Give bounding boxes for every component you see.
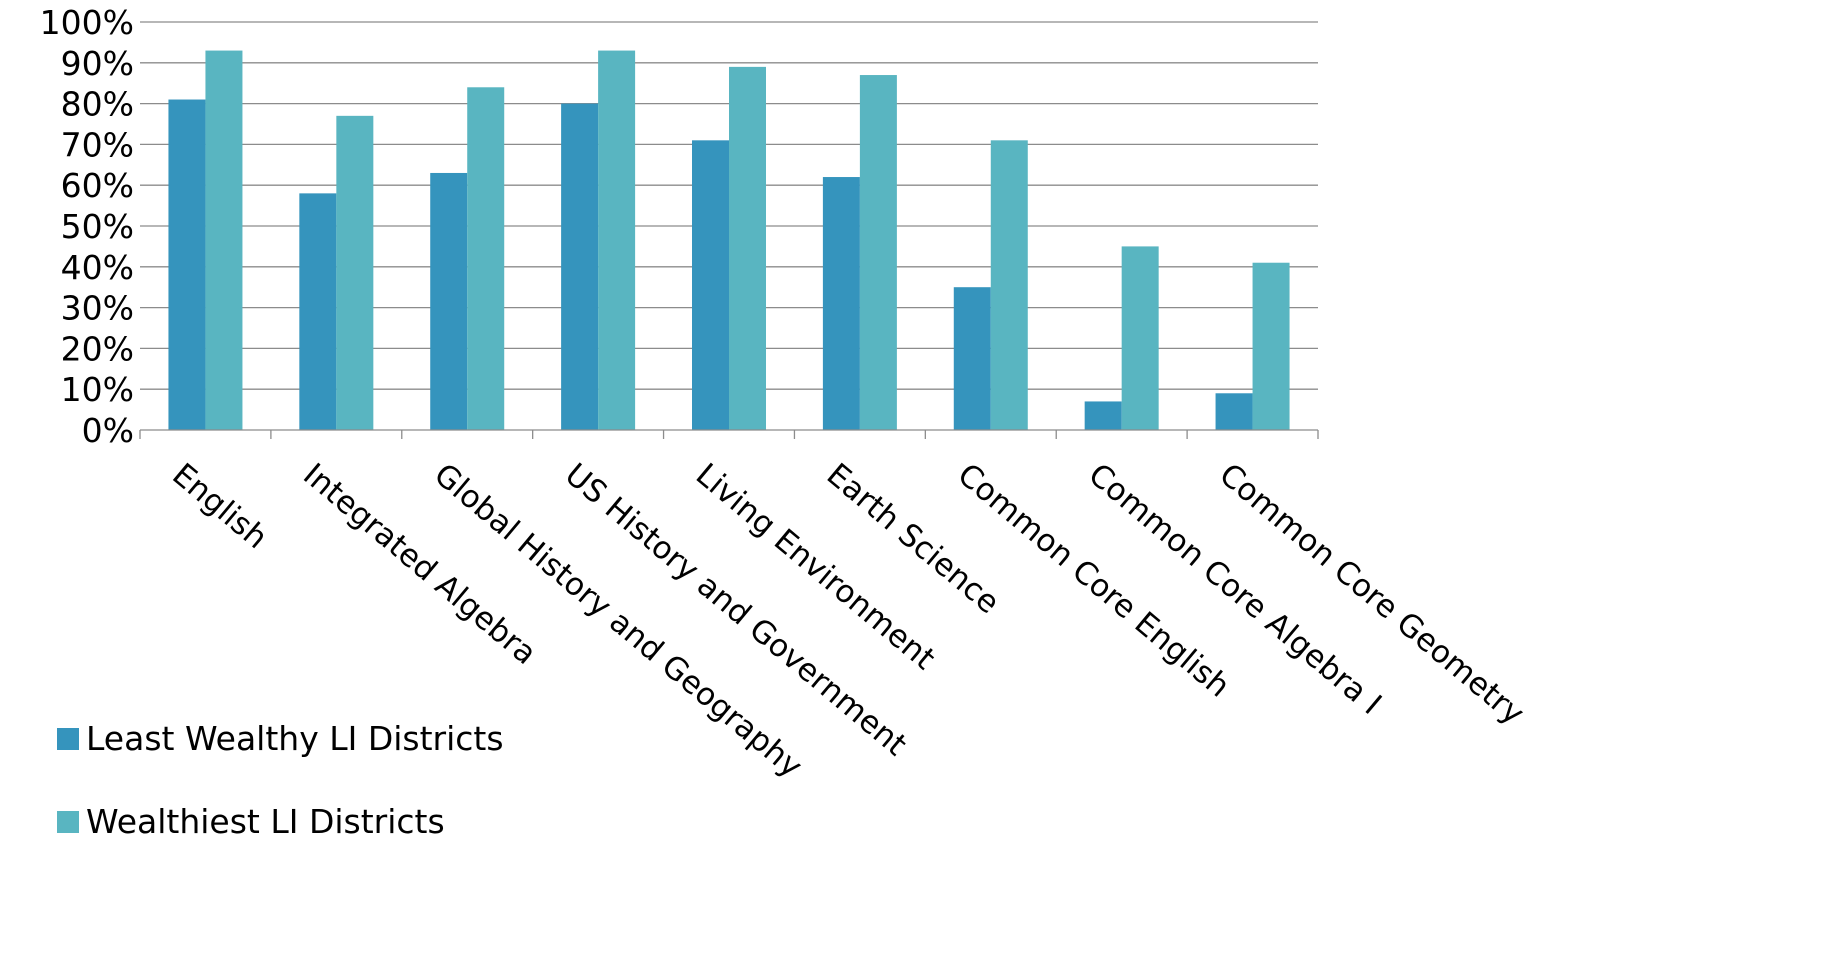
bar-wealthiest (729, 66, 766, 430)
bar-least-wealthy (953, 287, 991, 430)
bar-wealthiest (467, 87, 505, 430)
bar-wealthiest (205, 50, 243, 431)
bar-wealthiest (336, 115, 374, 430)
y-tick-label: 20% (61, 329, 134, 368)
legend-swatch (57, 811, 79, 833)
legend-label: Least Wealthy LI Districts (86, 719, 504, 758)
y-tick-label: 0% (82, 411, 134, 450)
y-tick-label: 10% (61, 370, 134, 409)
bar-wealthiest (990, 140, 1028, 430)
x-axis (139, 429, 1319, 439)
bar-wealthiest (859, 75, 897, 430)
y-tick-label: 40% (61, 248, 134, 287)
bar-least-wealthy (1215, 393, 1253, 430)
bar-least-wealthy (1084, 401, 1122, 430)
y-axis-tick-labels: 0%10%20%30%40%50%60%70%80%90%100% (40, 3, 134, 450)
y-tick-label: 60% (61, 166, 134, 205)
bar-least-wealthy (430, 172, 468, 430)
bar-wealthiest (1121, 246, 1159, 430)
x-category-label: Integrated Algebra (296, 457, 543, 672)
y-tick-label: 80% (61, 85, 134, 124)
legend-swatch (57, 728, 79, 750)
bar-least-wealthy (822, 177, 860, 430)
bar-least-wealthy (561, 103, 599, 430)
bars (168, 50, 1290, 431)
y-tick-label: 90% (61, 44, 134, 83)
x-category-label: English (165, 457, 274, 557)
bar-least-wealthy (168, 99, 206, 431)
y-tick-label: 50% (61, 207, 134, 246)
bar-wealthiest (598, 50, 636, 431)
legend: Least Wealthy LI Districts Wealthiest LI … (57, 719, 504, 841)
y-tick-label: 30% (61, 289, 134, 328)
bar-least-wealthy (299, 193, 337, 430)
bar-wealthiest (1252, 262, 1290, 430)
bar-least-wealthy (692, 140, 729, 430)
y-tick-label: 70% (61, 125, 134, 164)
legend-label: Wealthiest LI Districts (86, 802, 445, 841)
y-tick-label: 100% (40, 3, 134, 42)
x-category-label: Living Environment (689, 457, 942, 677)
